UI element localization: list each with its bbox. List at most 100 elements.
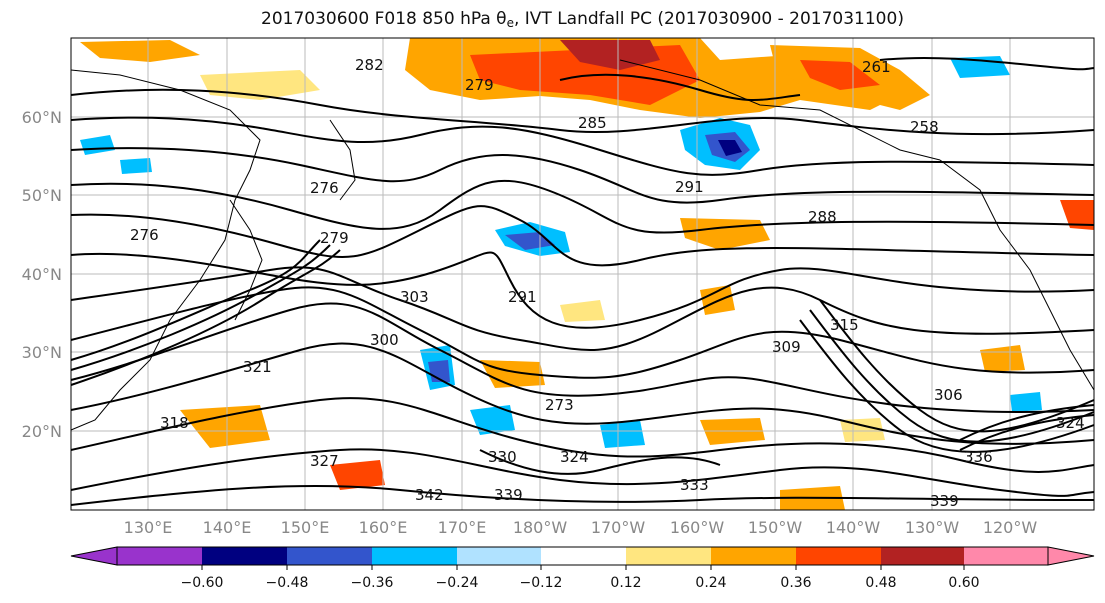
colorbar-tick-label: 0.60: [948, 575, 979, 591]
shade-blue-s: [600, 420, 645, 448]
lon-label: 160°W: [670, 518, 725, 537]
lon-label: 160°E: [359, 518, 408, 537]
contour-label: 324: [1056, 414, 1085, 432]
contour-label: 306: [934, 386, 963, 404]
colorbar-tick-label: −0.24: [436, 575, 479, 591]
lon-label: 140°W: [826, 518, 881, 537]
contour-label: 279: [465, 76, 494, 94]
contour-label: 327: [310, 452, 339, 470]
colorbar-segment: [372, 547, 457, 565]
colorbar-segment: [964, 547, 1048, 565]
shade-orange-s1: [330, 460, 385, 490]
coast-nw-america: [939, 159, 1095, 391]
lat-label: 40°N: [22, 265, 62, 284]
contour-label: 261: [862, 58, 891, 76]
lat-label: 30°N: [22, 343, 62, 362]
shade-blue-r: [1010, 392, 1042, 412]
colorbar-ticks: [201, 565, 965, 570]
pc-shading: [80, 38, 1094, 510]
colorbar-segment: [711, 547, 796, 565]
contour-label: 324: [560, 448, 589, 466]
contour-label: 339: [930, 492, 959, 510]
colorbar-extend-high: [1047, 546, 1095, 566]
contour-label: 276: [310, 179, 339, 197]
colorbar-segment: [457, 547, 541, 565]
contour-label: 339: [494, 486, 523, 504]
colorbar-tick-label: −0.36: [351, 575, 394, 591]
colorbar-tick-label: −0.48: [266, 575, 309, 591]
colorbar-tick-label: 0.48: [865, 575, 896, 591]
contour-label: 342: [415, 486, 444, 504]
contour-label: 300: [370, 331, 399, 349]
colorbar: −0.60 −0.48 −0.36 −0.24 −0.12 0.12 0.24 …: [70, 546, 1095, 591]
contour-label: 333: [680, 476, 709, 494]
contour-labels: 276 279 276 282 279 285 288 291 291 303 …: [130, 56, 1085, 510]
colorbar-segment: [881, 547, 964, 565]
colorbar-segment: [541, 547, 626, 565]
colorbar-segment: [796, 547, 881, 565]
lon-label: 150°W: [748, 518, 803, 537]
contour-label: 291: [508, 288, 537, 306]
lon-label: 170°W: [591, 518, 646, 537]
lon-label: 140°E: [203, 518, 252, 537]
lon-label: 170°E: [438, 518, 487, 537]
colorbar-tick-label: −0.12: [520, 575, 563, 591]
contour-label: 330: [488, 448, 517, 466]
title-prefix: 2017030600 F018 850 hPa θ: [261, 9, 507, 29]
contour-label: 282: [355, 56, 384, 74]
lon-label: 150°E: [281, 518, 330, 537]
lat-label: 50°N: [22, 186, 62, 205]
lon-label: 130°E: [124, 518, 173, 537]
contour-label: 291: [675, 178, 704, 196]
colorbar-segment: [117, 547, 202, 565]
longitude-labels: 130°E 140°E 150°E 160°E 170°E 180°W 170°…: [124, 518, 1038, 537]
colorbar-tick-label: 0.24: [695, 575, 726, 591]
title-suffix: , IVT Landfall PC (2017030900 - 20170311…: [513, 9, 904, 29]
theta-e-contours: [70, 56, 1095, 506]
shade-blue-sw: [470, 405, 515, 435]
contour-label: 279: [320, 229, 349, 247]
colorbar-segment: [287, 547, 372, 565]
coastlines: [70, 59, 1095, 431]
contour-label: 303: [400, 288, 429, 306]
latitude-labels: 60°N 50°N 40°N 30°N 20°N: [22, 108, 62, 441]
shade-yellow-s: [840, 418, 885, 442]
contour-label: 285: [578, 114, 607, 132]
shade-navy-gulf: [718, 140, 742, 156]
shade-alaska-red: [800, 60, 880, 90]
title-subscript: e: [506, 16, 514, 30]
contour-label: 273: [545, 396, 574, 414]
colorbar-tick-label: 0.12: [610, 575, 641, 591]
colorbar-segment: [626, 547, 711, 565]
lon-label: 180°W: [513, 518, 568, 537]
shade-blue-left2: [120, 158, 152, 174]
map-frame: [70, 37, 1095, 511]
lat-label: 60°N: [22, 108, 62, 127]
colorbar-extend-low: [70, 546, 118, 566]
contour-label: 288: [808, 208, 837, 226]
contour-label: 318: [160, 414, 189, 432]
shade-orange-sw: [180, 405, 270, 448]
shade-arctic-darkred: [560, 40, 660, 70]
contour-label: 321: [243, 358, 272, 376]
lon-label: 120°W: [983, 518, 1038, 537]
lon-label: 130°W: [905, 518, 960, 537]
contour-label: 309: [772, 338, 801, 356]
colorbar-tick-labels: −0.60 −0.48 −0.36 −0.24 −0.12 0.12 0.24 …: [181, 575, 980, 591]
map-area: 276 279 276 282 279 285 288 291 291 303 …: [70, 37, 1095, 511]
coast-alaska: [619, 59, 941, 161]
lat-label: 20°N: [22, 422, 62, 441]
colorbar-frame: [116, 546, 1049, 566]
colorbar-tick-label: −0.60: [181, 575, 224, 591]
coast-asia: [70, 69, 261, 431]
contour-label: 315: [830, 316, 859, 334]
shade-red-east: [1060, 200, 1094, 230]
contour-label: 258: [910, 118, 939, 136]
shade-nw-orange: [80, 40, 200, 62]
contour-label: 336: [964, 448, 993, 466]
shade-orange-cx: [560, 300, 605, 322]
colorbar-tick-label: 0.36: [780, 575, 811, 591]
contour-label: 276: [130, 226, 159, 244]
map-title: 2017030600 F018 850 hPa θe, IVT Landfall…: [0, 9, 1105, 30]
